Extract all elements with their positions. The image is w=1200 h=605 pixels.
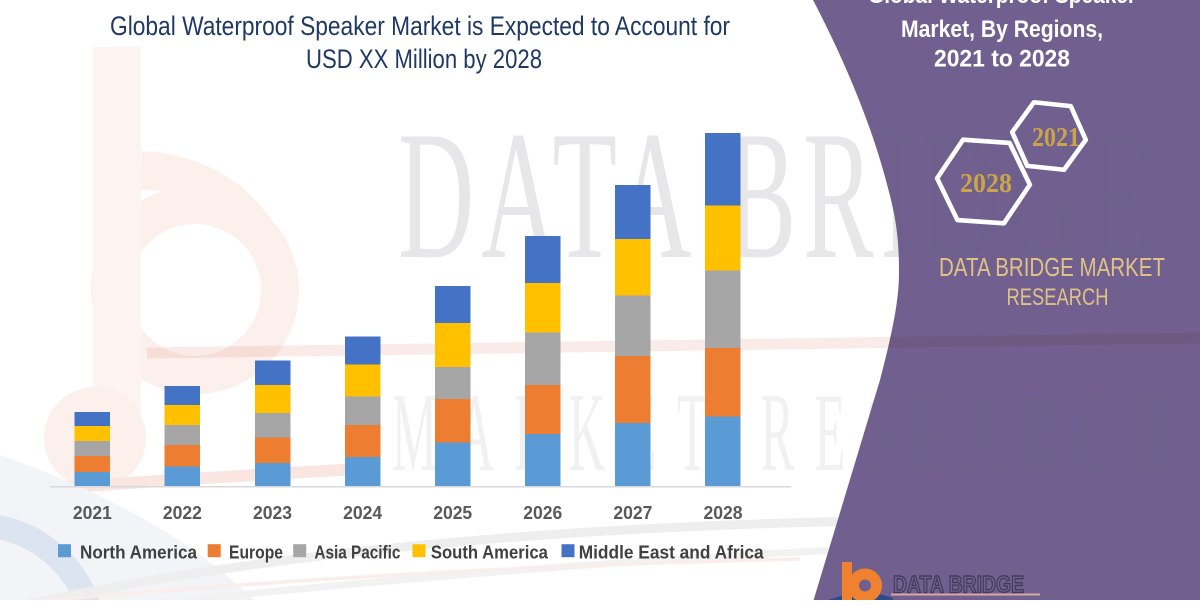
- svg-text:Middle East and Africa: Middle East and Africa: [579, 542, 765, 562]
- svg-text:Europe: Europe: [229, 542, 283, 562]
- svg-text:2028: 2028: [960, 168, 1012, 198]
- svg-text:Asia Pacific: Asia Pacific: [314, 542, 400, 562]
- svg-text:2021 to 2028: 2021 to 2028: [934, 46, 1070, 73]
- svg-text:Global Waterproof Speaker Mark: Global Waterproof Speaker Market is Expe…: [110, 11, 730, 41]
- svg-text:DATA BRIDGE MARKET: DATA BRIDGE MARKET: [939, 252, 1165, 282]
- svg-text:2024: 2024: [343, 502, 383, 523]
- svg-text:South America: South America: [431, 542, 549, 562]
- svg-text:USD XX Million by 2028: USD XX Million by 2028: [306, 44, 542, 74]
- svg-text:2022: 2022: [163, 502, 202, 523]
- svg-text:2021: 2021: [73, 502, 112, 523]
- svg-text:2028: 2028: [704, 502, 743, 523]
- svg-text:2023: 2023: [253, 502, 292, 523]
- svg-text:2026: 2026: [523, 502, 562, 523]
- svg-text:2025: 2025: [433, 502, 472, 523]
- svg-text:Global Waterproof Speaker: Global Waterproof Speaker: [868, 0, 1136, 9]
- svg-text:2027: 2027: [613, 502, 652, 523]
- svg-text:2021: 2021: [1032, 122, 1080, 152]
- svg-text:Market, By Regions,: Market, By Regions,: [901, 16, 1103, 43]
- svg-text:RESEARCH: RESEARCH: [1007, 284, 1109, 311]
- svg-text:North America: North America: [80, 542, 198, 562]
